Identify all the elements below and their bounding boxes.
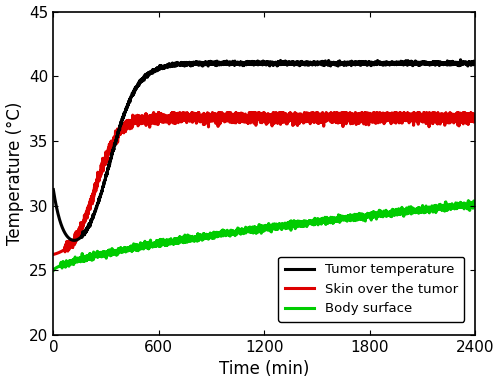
Skin over the tumor <box>212 116 218 120</box>
Tumor temperature <box>464 60 470 65</box>
Body surface <box>230 231 236 235</box>
Line: Tumor temperature: Tumor temperature <box>54 60 475 240</box>
Skin over the tumor <box>150 110 156 115</box>
Skin over the tumor <box>98 171 104 175</box>
Tumor temperature <box>71 238 77 243</box>
Y-axis label: Temperature (°C): Temperature (°C) <box>6 102 24 245</box>
Skin over the tumor <box>418 112 424 117</box>
Body surface <box>466 199 471 203</box>
Tumor temperature <box>458 58 464 62</box>
Tumor temperature <box>472 61 478 66</box>
Body surface <box>464 203 470 207</box>
Tumor temperature <box>124 105 130 109</box>
Line: Body surface: Body surface <box>54 201 475 270</box>
Skin over the tumor <box>472 115 478 119</box>
Body surface <box>98 252 104 256</box>
Body surface <box>212 233 218 237</box>
Skin over the tumor <box>124 127 130 131</box>
Body surface <box>50 268 56 273</box>
Skin over the tumor <box>230 112 236 117</box>
X-axis label: Time (min): Time (min) <box>219 361 310 379</box>
Body surface <box>418 210 424 214</box>
Tumor temperature <box>50 187 56 192</box>
Line: Skin over the tumor: Skin over the tumor <box>54 113 475 255</box>
Skin over the tumor <box>50 252 56 257</box>
Body surface <box>472 204 478 209</box>
Tumor temperature <box>230 61 236 66</box>
Tumor temperature <box>418 61 424 65</box>
Skin over the tumor <box>464 112 470 116</box>
Tumor temperature <box>98 190 104 194</box>
Legend: Tumor temperature, Skin over the tumor, Body surface: Tumor temperature, Skin over the tumor, … <box>278 257 464 322</box>
Tumor temperature <box>212 63 218 68</box>
Body surface <box>124 248 130 253</box>
